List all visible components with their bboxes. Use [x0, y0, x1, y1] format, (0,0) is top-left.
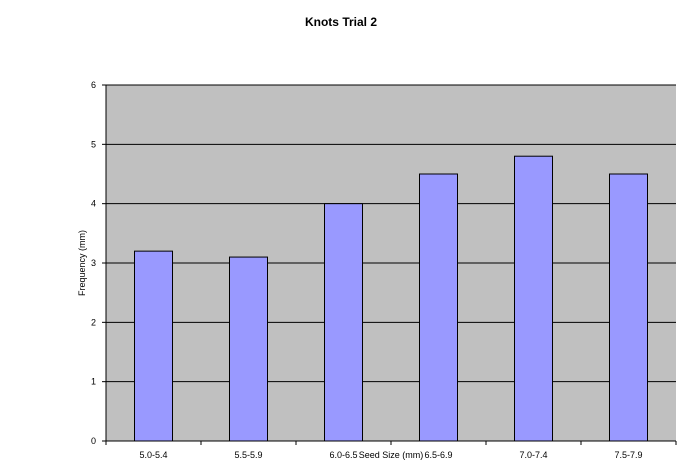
x-tick-label: 7.5-7.9 [614, 450, 642, 460]
bar [609, 173, 648, 442]
x-tick-label: 5.5-5.9 [234, 450, 262, 460]
gridlines [106, 84, 676, 383]
bar [514, 155, 553, 442]
bar [324, 203, 363, 442]
y-tick-labels: 0 1 2 3 4 5 6 [91, 80, 106, 446]
x-tick-label: 6.5-6.9 [424, 450, 452, 460]
y-tick-label: 2 [91, 317, 96, 327]
y-tick-label: 1 [91, 377, 96, 387]
y-tick-label: 6 [91, 80, 96, 90]
y-tick-label: 4 [91, 199, 96, 209]
chart-title: Knots Trial 2 [305, 15, 377, 29]
x-tick-labels: 5.0-5.4 5.5-5.9 6.0-6.5 6.5-6.9 7.0-7.4 7.5-7… [105, 441, 677, 460]
bar [419, 173, 458, 442]
bars [134, 155, 648, 442]
x-tick-label: 5.0-5.4 [139, 450, 167, 460]
y-tick-label: 5 [91, 139, 96, 149]
y-axis-label: Frequency (mm) [77, 230, 87, 296]
x-axis-label: Seed Size (mm) [359, 450, 424, 460]
bar [229, 256, 268, 442]
x-tick-label: 6.0-6.5 [329, 450, 357, 460]
y-tick-label: 3 [91, 258, 96, 268]
y-tick-label: 0 [91, 436, 96, 446]
bar [134, 250, 173, 442]
x-tick-label: 7.0-7.4 [519, 450, 547, 460]
